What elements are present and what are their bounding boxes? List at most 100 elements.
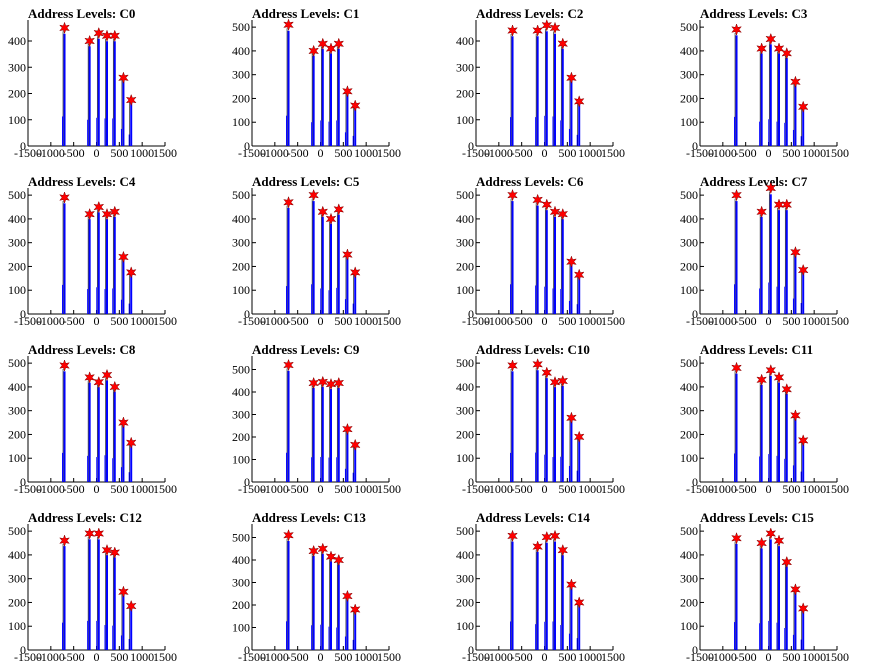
histogram-bin bbox=[130, 608, 133, 650]
peak-marker bbox=[566, 71, 577, 85]
peak-marker bbox=[283, 528, 294, 542]
peak-marker bbox=[781, 555, 793, 569]
x-tick-label: 0 bbox=[318, 314, 324, 328]
histogram-bin bbox=[576, 304, 578, 314]
x-tick-label: 0 bbox=[766, 314, 772, 328]
x-tick-label: -500 bbox=[287, 314, 309, 328]
histogram-bin bbox=[337, 387, 340, 482]
histogram-bin bbox=[104, 625, 106, 650]
peak-marker bbox=[541, 198, 553, 211]
chart-panel: Address Levels: C8 0 100 200 300 400 500 -1500-… bbox=[0, 336, 224, 504]
y-tick-label: 100 bbox=[232, 115, 250, 129]
x-tick-label: -500 bbox=[511, 314, 533, 328]
y-tick-label: 500 bbox=[8, 356, 26, 370]
peak-marker bbox=[549, 21, 561, 35]
y-tick-label: 100 bbox=[680, 115, 698, 129]
peak-marker bbox=[118, 585, 129, 599]
x-tick-label: 1000 bbox=[354, 650, 378, 664]
histogram-bin bbox=[561, 219, 564, 314]
y-tick-label: 500 bbox=[232, 20, 250, 34]
x-tick-label: -500 bbox=[287, 482, 309, 496]
x-tick-label: 0 bbox=[94, 650, 100, 664]
y-tick-label: 200 bbox=[680, 91, 698, 105]
histogram-bin bbox=[346, 257, 349, 314]
histogram-bin bbox=[511, 36, 514, 146]
histogram-bin bbox=[561, 386, 564, 482]
y-tick-label: 200 bbox=[680, 259, 698, 273]
x-tick-label: 1000 bbox=[578, 482, 602, 496]
histogram-bin bbox=[106, 380, 109, 482]
x-tick-label: 0 bbox=[766, 482, 772, 496]
y-tick-label: 100 bbox=[8, 283, 26, 297]
histogram-bin bbox=[794, 592, 797, 650]
peak-marker bbox=[756, 373, 768, 387]
x-tick-label: 1500 bbox=[153, 482, 177, 496]
y-tick-label: 200 bbox=[232, 598, 250, 612]
histogram-bin bbox=[97, 387, 100, 482]
x-tick-label: 0 bbox=[542, 314, 548, 328]
histogram-bin bbox=[784, 286, 786, 314]
peak-marker bbox=[797, 100, 809, 114]
histogram-bin bbox=[735, 35, 738, 146]
histogram-bin bbox=[536, 370, 539, 482]
x-tick-label: -1000 bbox=[261, 314, 289, 328]
x-tick-label: -1000 bbox=[709, 146, 737, 160]
chart-panel: Address Levels: C12 0 100 200 300 400 500 -1500… bbox=[0, 504, 224, 672]
histogram-bin bbox=[97, 539, 100, 650]
y-tick-label: 300 bbox=[8, 236, 26, 250]
y-tick-label: 0 bbox=[20, 643, 26, 657]
x-tick-label: 0 bbox=[318, 146, 324, 160]
y-tick-label: 400 bbox=[8, 380, 26, 394]
histogram-bin bbox=[554, 541, 557, 650]
histogram-bin bbox=[320, 120, 322, 146]
histogram-bin bbox=[554, 387, 557, 482]
x-tick-label: 1000 bbox=[354, 314, 378, 328]
peak-marker bbox=[773, 371, 785, 384]
peak-marker bbox=[731, 188, 742, 202]
histogram-bin bbox=[287, 540, 290, 650]
histogram-bin bbox=[63, 546, 66, 650]
histogram-bin bbox=[785, 566, 788, 650]
chart-panel: Address Levels: C14 0 100 200 300 400 500 -1500… bbox=[448, 504, 672, 672]
histogram-bin bbox=[87, 620, 89, 650]
histogram-bin bbox=[578, 604, 581, 650]
x-tick-label: -500 bbox=[735, 146, 757, 160]
peak-marker bbox=[781, 383, 793, 396]
y-tick-label: 200 bbox=[8, 259, 26, 273]
histogram-bin bbox=[336, 120, 338, 146]
chart-title: Address Levels: C11 bbox=[700, 342, 814, 357]
peak-marker bbox=[317, 375, 329, 389]
x-tick-label: -1500 bbox=[462, 314, 490, 328]
peak-marker bbox=[93, 200, 105, 214]
histogram-bin bbox=[785, 210, 788, 314]
x-tick-label: -1500 bbox=[238, 650, 266, 664]
y-tick-label: 200 bbox=[232, 259, 250, 273]
histogram-bin bbox=[535, 285, 537, 314]
x-tick-label: -1000 bbox=[37, 146, 65, 160]
x-tick-label: 0 bbox=[94, 146, 100, 160]
histogram-bin bbox=[735, 543, 738, 650]
y-tick-label: 500 bbox=[8, 524, 26, 538]
histogram-bin bbox=[776, 622, 778, 650]
chart-title: Address Levels: C6 bbox=[476, 174, 584, 189]
peak-marker bbox=[342, 422, 353, 436]
y-tick-label: 400 bbox=[456, 380, 474, 394]
peak-marker bbox=[125, 93, 137, 107]
histogram-bin bbox=[337, 564, 340, 650]
peak-marker bbox=[342, 85, 353, 98]
x-tick-label: -1000 bbox=[37, 650, 65, 664]
y-tick-label: 500 bbox=[680, 188, 698, 202]
histogram-bin bbox=[312, 55, 315, 146]
histogram-bin bbox=[576, 134, 578, 146]
histogram-bin bbox=[554, 216, 557, 314]
peak-marker bbox=[317, 205, 329, 219]
y-tick-label: 0 bbox=[692, 307, 698, 321]
histogram-bin bbox=[535, 452, 537, 482]
histogram-bin bbox=[311, 122, 313, 146]
peak-marker bbox=[109, 205, 121, 219]
peak-marker bbox=[781, 47, 793, 60]
y-tick-label: 100 bbox=[232, 453, 250, 467]
